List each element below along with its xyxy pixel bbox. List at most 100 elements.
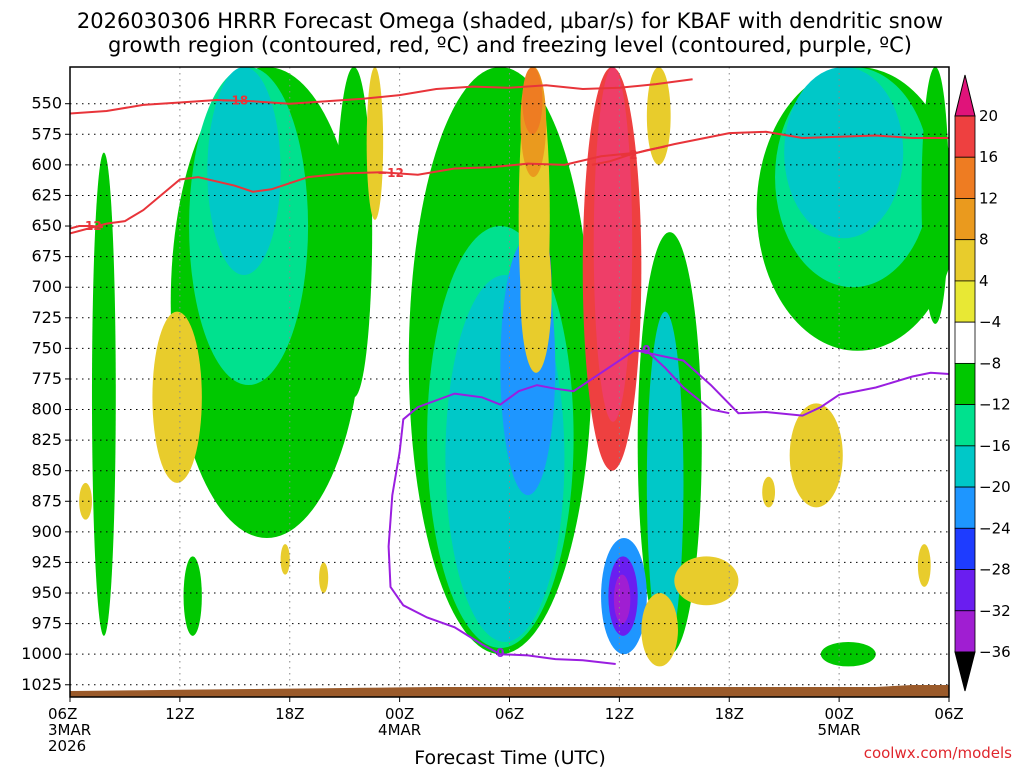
colorbar-label-10: −24: [979, 519, 1011, 537]
colorbar-segment-10: [954, 527, 976, 570]
x-axis-label: Forecast Time (UTC): [414, 747, 605, 768]
chart-title-line-2: growth region (contoured, red, ºC) and f…: [108, 33, 912, 57]
y-tick-label-4: 650: [31, 216, 62, 235]
x-tick-date-0: 3MAR: [48, 721, 91, 739]
omega-field-14: [613, 574, 631, 624]
freezing-level-contour: [387, 349, 730, 665]
dgz-contour-3: [591, 145, 666, 166]
y-tick-label-10: 800: [31, 400, 62, 419]
x-tick-label-3: 00Z: [385, 705, 414, 723]
omega-field-19: [183, 556, 202, 636]
x-tick-year-0: 2026: [48, 737, 86, 755]
y-tick-label-13: 875: [31, 491, 62, 510]
omega-field-35: [917, 544, 931, 587]
x-tick-label-7: 00Z: [824, 705, 853, 723]
omega-field-17: [784, 67, 904, 239]
x-tick-label-5: 12Z: [605, 705, 634, 723]
freezing-level-contour-upper: [637, 349, 949, 417]
colorbar-label-0: 20: [979, 107, 998, 125]
dgz-contour-0: [70, 78, 693, 115]
x-tick-label-1: 12Z: [165, 705, 194, 723]
omega-field-11: [646, 311, 684, 655]
colorbar: 20 16 12 8 4 −4 −8 −12 −16 −20 −24 −28 −32 −36: [954, 74, 1011, 692]
y-tick-label-6: 700: [31, 277, 62, 296]
x-tick-date-7: 5MAR: [818, 721, 861, 739]
plot-area: −18 −12 −12 −2 0 0: [70, 67, 949, 697]
colorbar-segment-4: [954, 280, 976, 323]
y-tick-label-2: 600: [31, 155, 62, 174]
omega-field-32: [789, 403, 843, 508]
colorbar-segment-7: [954, 404, 976, 447]
x-tick-label-6: 18Z: [715, 705, 744, 723]
omega-field-37: [319, 562, 329, 594]
credit-text: coolwx.com/models: [864, 744, 1012, 762]
colorbar-segment-3: [954, 239, 976, 282]
grid-lines: [70, 67, 949, 697]
x-tick-label-2: 18Z: [275, 705, 304, 723]
omega-field-31: [641, 593, 678, 667]
y-tick-label-7: 725: [31, 308, 62, 327]
omega-field-29: [152, 311, 202, 483]
colorbar-top-arrow: [954, 74, 976, 117]
colorbar-segment-6: [954, 362, 976, 406]
omega-field-33: [79, 482, 92, 520]
colorbar-segment-12: [954, 610, 976, 653]
omega-field-26: [646, 67, 671, 165]
terrain-surface: [70, 685, 949, 697]
y-tick-label-3: 625: [31, 185, 62, 204]
y-tick-label-15: 925: [31, 552, 62, 571]
dgz-contour-1: [70, 130, 949, 235]
colorbar-label-7: −12: [979, 396, 1011, 414]
colorbar-segment-11: [954, 569, 976, 612]
colorbar-label-8: −16: [979, 437, 1011, 455]
colorbar-label-11: −28: [979, 561, 1011, 579]
colorbar-label-6: −8: [979, 354, 1001, 372]
freezing-level-label-upper: 0: [642, 343, 650, 357]
x-tick-date-3: 4MAR: [378, 721, 421, 739]
colorbar-label-1: 16: [979, 148, 998, 166]
colorbar-label-9: −20: [979, 478, 1011, 496]
omega-field-20: [820, 641, 876, 667]
colorbar-label-12: −32: [979, 602, 1011, 620]
y-tick-label-19: 1025: [21, 675, 62, 694]
x-tick-label-0: 06Z: [48, 705, 77, 723]
dgz-contour-label-0: −18: [221, 94, 248, 108]
omega-field-0: [91, 152, 116, 636]
y-tick-label-17: 975: [31, 614, 62, 633]
colorbar-segment-9: [954, 486, 976, 529]
colorbar-bottom-arrow: [954, 651, 976, 692]
contour-lines: −18 −12 −12 −2 0 0: [70, 78, 949, 665]
y-tick-label-1: 575: [31, 124, 62, 143]
y-tick-label-16: 950: [31, 583, 62, 602]
colorbar-label-3: 8: [979, 231, 989, 249]
y-tick-label-9: 775: [31, 369, 62, 388]
colorbar-segment-1: [954, 156, 976, 199]
y-tick-label-0: 550: [31, 94, 62, 113]
omega-field-36: [762, 476, 776, 508]
y-tick-label-18: 1000: [21, 644, 62, 663]
terrain-fill: [70, 685, 949, 697]
omega-field-23: [522, 67, 543, 135]
y-tick-label-14: 900: [31, 522, 62, 541]
colorbar-label-2: 12: [979, 189, 998, 207]
omega-field-4: [335, 67, 373, 398]
colorbar-segment-2: [954, 198, 976, 241]
x-tick-label-4: 06Z: [495, 705, 524, 723]
y-tick-label-5: 675: [31, 247, 62, 266]
y-tick-label-8: 750: [31, 338, 62, 357]
dgz-contour-label-3: −2: [619, 148, 637, 162]
chart-title-line-1: 2026030306 HRRR Forecast Omega (shaded, …: [77, 9, 943, 33]
omega-field-3: [207, 67, 281, 275]
omega-field-30: [674, 556, 739, 606]
y-tick-label-12: 850: [31, 461, 62, 480]
colorbar-segment-0: [954, 115, 976, 158]
dgz-contour-label-2: −12: [75, 219, 102, 233]
y-tick-label-11: 825: [31, 430, 62, 449]
x-tick-label-8: 06Z: [934, 705, 963, 723]
colorbar-label-13: −36: [979, 643, 1011, 661]
omega-field-27: [366, 67, 384, 220]
omega-field-28: [520, 213, 552, 373]
omega-field-34: [280, 544, 290, 575]
freezing-level-label-lower: 0: [496, 646, 504, 660]
